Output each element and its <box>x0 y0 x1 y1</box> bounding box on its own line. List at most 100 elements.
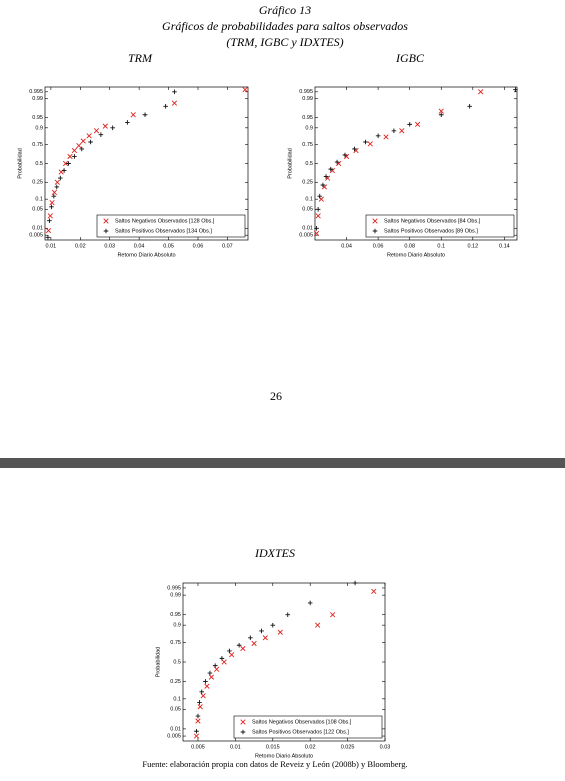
x-tick-label: 0.01 <box>46 243 57 249</box>
x-axis-label: Retorno Diario Absoluto <box>255 753 313 759</box>
y-tick-label: 0.95 <box>170 612 181 618</box>
point <box>71 147 78 154</box>
point <box>203 679 208 684</box>
y-tick-label: 0.1 <box>35 197 43 203</box>
point <box>98 132 104 137</box>
point <box>320 182 326 188</box>
point <box>270 622 276 628</box>
point <box>197 704 203 710</box>
x-tick-label: 0.12 <box>467 243 478 249</box>
legend-label: Saltos Negativos Observados [108 Obs.] <box>252 719 352 725</box>
point <box>195 713 201 719</box>
point <box>45 227 52 234</box>
point <box>367 141 373 147</box>
point <box>478 89 484 95</box>
point <box>163 104 168 109</box>
y-axis-label: Probabilidad <box>155 647 161 678</box>
point <box>259 628 264 634</box>
point <box>240 645 246 652</box>
y-tick-label: 0.75 <box>170 640 181 646</box>
y-tick-label: 0.99 <box>170 593 181 599</box>
chart-title: IGBC <box>395 51 425 65</box>
legend-marker <box>372 218 378 224</box>
x-tick-label: 0.03 <box>380 744 391 750</box>
y-axis-label: Probabilidad <box>17 148 23 179</box>
point <box>79 146 85 152</box>
x-tick-label: 0.03 <box>104 243 115 249</box>
legend-box <box>96 214 246 238</box>
point <box>88 139 93 145</box>
y-tick-label: 0.01 <box>170 726 181 732</box>
y-tick-label: 0.1 <box>305 197 313 203</box>
point <box>342 152 348 158</box>
point <box>54 184 60 190</box>
point <box>438 108 444 114</box>
point <box>315 622 321 628</box>
legend-marker <box>240 719 246 725</box>
point <box>208 674 215 680</box>
point <box>315 213 321 219</box>
point <box>251 640 257 647</box>
point <box>315 206 321 212</box>
point <box>383 134 389 140</box>
x-tick-label: 0.02 <box>75 243 86 249</box>
point <box>221 659 227 665</box>
y-tick-label: 0.95 <box>302 115 313 121</box>
y-tick-label: 0.5 <box>35 161 43 167</box>
point <box>212 663 218 668</box>
point <box>57 175 63 181</box>
point <box>307 600 313 606</box>
y-axis-label: Probabilidad <box>287 148 293 179</box>
point <box>197 700 202 705</box>
point <box>193 733 200 739</box>
point <box>219 656 225 661</box>
point <box>47 213 53 219</box>
point <box>102 123 108 129</box>
y-tick-label: 0.995 <box>167 585 181 591</box>
point <box>204 683 210 689</box>
x-tick-label: 0.015 <box>266 744 280 750</box>
legend-marker <box>372 228 378 234</box>
point <box>330 612 336 618</box>
y-tick-label: 0.9 <box>35 125 43 131</box>
x-tick-label: 0.04 <box>341 243 352 249</box>
point <box>328 166 334 172</box>
point <box>49 199 55 206</box>
point <box>195 718 201 724</box>
point <box>62 160 69 167</box>
point <box>45 235 51 240</box>
figure-label: Gráfico 13 <box>259 3 311 17</box>
y-tick-label: 0.75 <box>32 142 43 148</box>
legend-label: Saltos Negativos Observados [84 Obs.] <box>384 218 481 224</box>
point <box>242 87 248 93</box>
y-tick-label: 0.25 <box>302 180 313 186</box>
page-break <box>0 458 565 468</box>
y-tick-label: 0.05 <box>32 207 43 213</box>
source-note: Fuente: elaboración propia con datos de … <box>142 759 407 769</box>
x-tick-label: 0.01 <box>230 744 241 750</box>
x-tick-label: 0.02 <box>305 744 316 750</box>
point <box>67 153 73 160</box>
y-tick-label: 0.75 <box>302 142 313 148</box>
y-tick-label: 0.995 <box>299 89 313 95</box>
chart-title: TRM <box>128 51 153 65</box>
point <box>285 612 291 618</box>
legend-label: Saltos Positivos Observados [122 Obs.] <box>252 729 349 735</box>
legend-label: Saltos Negativos Observados [128 Obs.] <box>115 218 215 224</box>
y-tick-label: 0.5 <box>305 161 313 167</box>
point <box>47 218 52 223</box>
point <box>414 121 421 128</box>
point <box>262 635 268 641</box>
point <box>200 693 206 699</box>
legend-box <box>365 214 515 238</box>
point <box>66 161 71 166</box>
point <box>391 128 397 134</box>
x-axis-label: Retorno Diario Absoluto <box>387 252 445 258</box>
point <box>236 642 242 648</box>
legend-marker <box>103 228 109 234</box>
y-tick-label: 0.005 <box>167 734 181 740</box>
x-tick-label: 0.005 <box>191 744 205 750</box>
page-number: 26 <box>270 389 282 403</box>
